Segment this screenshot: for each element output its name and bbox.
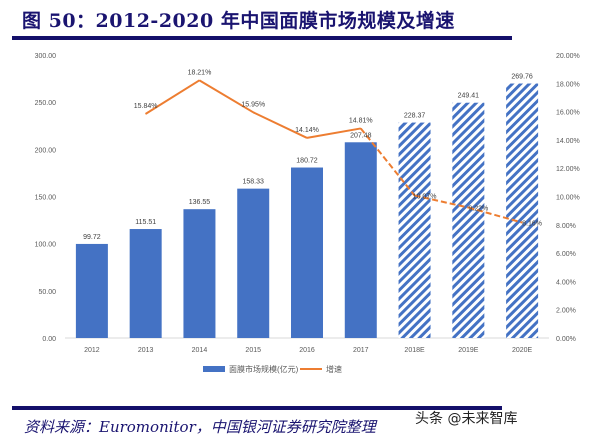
figure-title: 图 50：2012-2020 年中国面膜市场规模及增速 [22,10,455,32]
growth-data-label: 9.22% [468,206,488,213]
growth-line-segment [198,79,254,114]
right-tick-label: 16.00% [556,110,580,117]
x-tick-label: 2018E [404,347,425,354]
legend: 面膜市场规模(亿元) 增速 [203,364,342,374]
title-divider [12,36,512,40]
growth-point [521,222,523,224]
x-tick-label: 2016 [299,347,315,354]
growth-line-segment [468,206,523,224]
growth-data-label: 15.95% [241,101,265,108]
growth-point [252,111,254,113]
growth-point [145,113,147,115]
right-tick-label: 18.00% [556,81,580,88]
bar-data-label: 207.48 [350,132,372,139]
watermark: 头条 @未来智库 [415,411,518,427]
legend-label-line: 增速 [326,364,342,374]
right-tick-label: 10.00% [556,195,580,202]
legend-label-bar: 面膜市场规模(亿元) [229,364,299,374]
growth-line-segment [359,127,416,197]
bar-data-label: 228.37 [404,113,426,120]
bar-data-label: 180.72 [296,158,318,165]
x-tick-label: 2019E [458,347,479,354]
growth-data-label: 15.84% [134,103,158,110]
bar-data-label: 269.76 [511,74,533,81]
bar-2016 [291,167,323,338]
x-tick-label: 2015 [245,347,261,354]
growth-point [467,207,469,209]
right-tick-label: 6.00% [556,251,576,258]
growth-point [198,79,200,81]
growth-data-label: 18.21% [188,69,212,76]
growth-point [414,195,416,197]
left-tick-label: 200.00 [35,147,57,154]
source-divider [12,406,502,410]
x-tick-label: 2017 [353,347,369,354]
source-note: 资料来源：Euromonitor，中国银河证券研究院整理 [24,418,376,436]
bar-2017 [344,142,377,338]
bar-data-label: 158.33 [243,179,265,186]
bar-2013 [129,229,162,338]
right-tick-label: 20.00% [556,53,580,60]
left-tick-label: 50.00 [38,289,56,296]
left-tick-label: 250.00 [35,100,57,107]
growth-point [306,137,308,139]
left-tick-label: 0.00 [42,336,56,343]
bar-2020E [506,83,539,338]
right-tick-label: 12.00% [556,166,580,173]
x-tick-label: 2014 [192,347,208,354]
right-tick-label: 8.00% [556,223,576,230]
growth-point [360,127,362,129]
growth-data-label: 8.16% [522,221,542,228]
chart: 0.00 50.00 100.00 150.00 200.00 250.00 300.00 0… [35,53,580,374]
x-tick-label: 2013 [138,347,154,354]
left-tick-label: 300.00 [35,53,57,60]
bar-2019E [452,102,485,338]
left-tick-label: 150.00 [35,195,57,202]
bar-2018E [398,122,431,338]
right-tick-label: 4.00% [556,279,576,286]
growth-line-segment [145,79,200,115]
growth-data-label: 14.81% [349,117,373,124]
bar-2014 [183,209,216,338]
growth-data-label: 14.14% [295,127,319,134]
right-tick-label: 0.00% [556,336,576,343]
growth-line-segment [306,127,361,139]
bar-2012 [75,243,108,338]
growth-line-segment [252,111,308,139]
growth-line-segment [414,194,469,209]
bar-data-label: 99.72 [83,234,101,241]
bar-data-label: 115.51 [135,219,156,226]
right-tick-label: 2.00% [556,308,576,315]
bar-2015 [237,188,270,338]
bar-data-label: 136.55 [189,199,211,206]
left-tick-label: 100.00 [35,242,57,249]
x-tick-label: 2012 [84,347,100,354]
bar-data-label: 249.41 [458,93,480,100]
x-tick-label: 2020E [512,347,533,354]
legend-swatch-bar [203,366,225,372]
right-tick-label: 14.00% [556,138,580,145]
growth-data-label: 10.07% [413,194,437,201]
